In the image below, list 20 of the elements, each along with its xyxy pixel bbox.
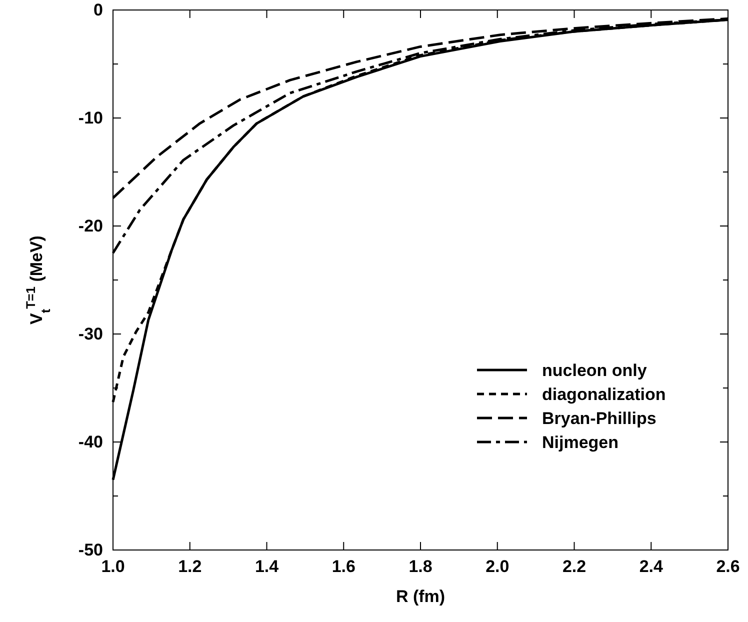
legend-label: Nijmegen: [542, 433, 619, 452]
x-tick-label: 2.2: [562, 557, 586, 576]
y-tick-label: -20: [78, 216, 103, 236]
y-tick-label: -10: [78, 108, 103, 128]
x-tick-label: 1.8: [408, 557, 432, 576]
y-tick-label: 0: [94, 0, 103, 20]
y-tick-label: -30: [78, 324, 103, 344]
y-tick-label: -40: [78, 432, 103, 452]
legend-label: diagonalization: [542, 385, 666, 404]
y-tick-label: -50: [78, 540, 103, 560]
x-tick-label: 2.0: [486, 557, 510, 576]
x-tick-label: 2.6: [716, 557, 740, 576]
legend-label: nucleon only: [542, 361, 648, 380]
x-tick-label: 1.4: [254, 557, 280, 576]
x-tick-label: 2.4: [639, 557, 664, 576]
x-axis-title: R (fm): [396, 587, 446, 606]
x-tick-label: 1.6: [332, 557, 356, 576]
x-tick-label: 1.0: [101, 557, 125, 576]
legend-label: Bryan-Phillips: [542, 409, 656, 428]
x-tick-label: 1.2: [178, 557, 202, 576]
